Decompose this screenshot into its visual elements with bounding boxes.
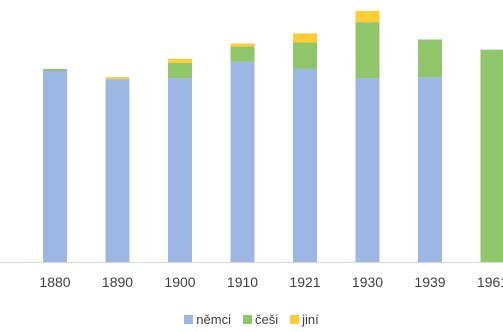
legend-item: češi [242,312,279,327]
bar-1961-češi [480,49,503,262]
bars-group [43,11,503,263]
legend-swatch [242,315,252,324]
bar-1910-němci [230,61,255,263]
bar-1930-němci [355,78,380,262]
bar-1910-češi [230,46,255,62]
x-tick-label: 1939 [414,274,445,290]
bar-1910-jiní [230,43,255,47]
legend: němci češi jiní [0,312,503,327]
legend-swatch [290,315,300,324]
legend-swatch [184,315,194,324]
x-tick-label: 1961 [477,274,503,290]
x-tick-labels: 1880 1890 1900 1910 1921 1930 1939 1961 [39,274,503,290]
legend-label: němci [196,312,231,327]
bar-1930-češi [355,22,380,79]
bar-1900-němci [168,78,192,262]
bar-1880-němci [43,70,67,262]
bar-1900-češi [168,62,192,79]
x-tick-label: 1880 [39,274,70,290]
bar-1939-němci [418,77,442,262]
bar-1939-češi [418,39,442,78]
x-tick-label: 1921 [289,274,320,290]
legend-label: jiní [302,312,319,327]
bar-1900-jiní [168,58,192,63]
legend-label: češi [254,312,279,327]
legend-item: němci [184,312,231,327]
x-tick-label: 1900 [164,274,195,290]
bar-1921-češi [293,42,317,69]
legend-item: jiní [290,312,319,327]
x-tick-label: 1930 [352,274,383,290]
bar-1930-jiní [355,11,380,23]
bar-1890-jiní [105,77,130,80]
bar-1921-němci [293,68,317,263]
bar-1921-jiní [293,33,317,43]
x-tick-label: 1910 [227,274,258,290]
bar-1880-češi [43,68,67,71]
x-tick-label: 1890 [102,274,133,290]
bar-1890-němci [105,79,130,263]
